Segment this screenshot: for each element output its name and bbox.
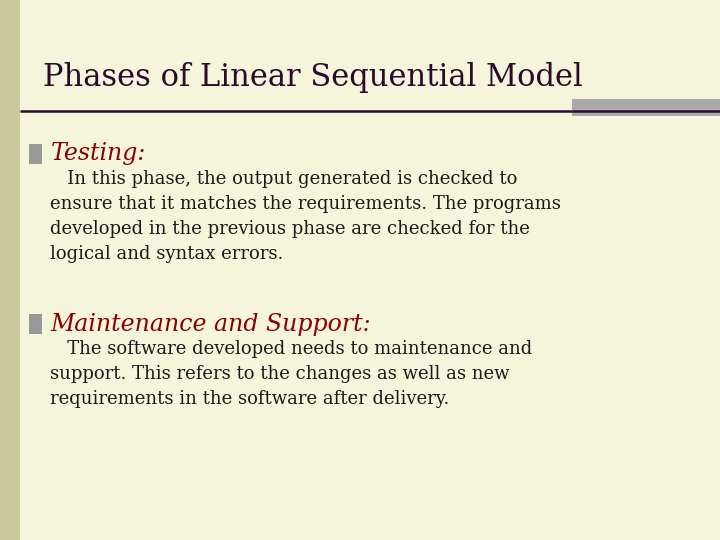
- Bar: [0, 0, 20, 540]
- Bar: [572, 99, 720, 116]
- Text: The software developed needs to maintenance and
support. This refers to the chan: The software developed needs to maintena…: [50, 340, 533, 408]
- Text: In this phase, the output generated is checked to
ensure that it matches the req: In this phase, the output generated is c…: [50, 170, 562, 263]
- Bar: [29, 144, 42, 164]
- Text: Testing:: Testing:: [50, 143, 145, 165]
- Text: Maintenance and Support:: Maintenance and Support:: [50, 313, 371, 335]
- Bar: [29, 314, 42, 334]
- Text: Phases of Linear Sequential Model: Phases of Linear Sequential Model: [43, 62, 583, 93]
